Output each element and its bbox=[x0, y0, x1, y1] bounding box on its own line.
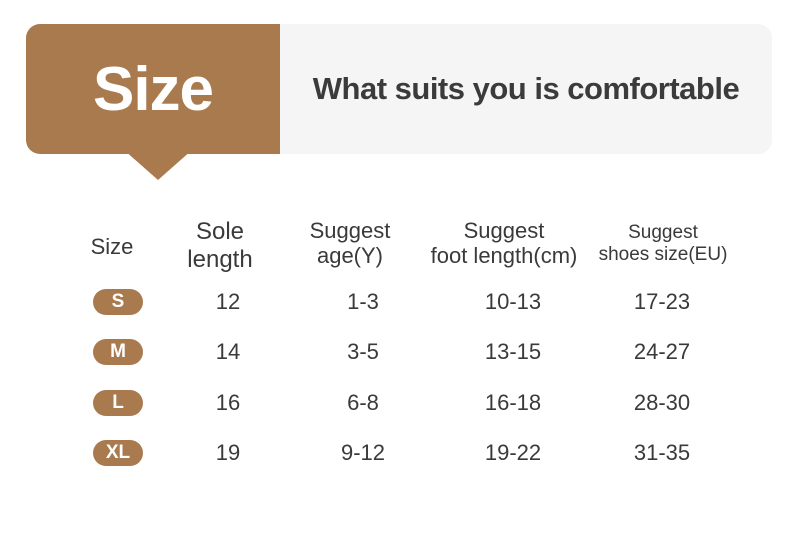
header-size-label: Size bbox=[90, 234, 134, 259]
header-foot-line2: foot length(cm) bbox=[430, 243, 578, 269]
foot-length-cell: 10-13 bbox=[484, 289, 542, 314]
sole-length-cell: 16 bbox=[215, 390, 241, 415]
header-sole-length: Sole length bbox=[170, 218, 270, 273]
banner-title-panel bbox=[26, 24, 280, 154]
size-row-l: L 16 6-8 16-18 28-30 bbox=[0, 386, 800, 420]
age-cell: 3-5 bbox=[347, 339, 379, 364]
shoe-size-cell: 28-30 bbox=[633, 390, 691, 415]
banner-tagline: What suits you is comfortable bbox=[312, 71, 740, 106]
header-suggest-foot-length: Suggest foot length(cm) bbox=[412, 218, 596, 269]
header-shoes-line2: shoes size(EU) bbox=[598, 243, 728, 265]
size-badge: XL bbox=[93, 440, 143, 466]
header-sole-line2: length bbox=[187, 245, 253, 273]
header-suggest-shoe-size: Suggest shoes size(EU) bbox=[588, 222, 738, 266]
age-cell: 9-12 bbox=[340, 440, 386, 465]
size-row-xl: XL 19 9-12 19-22 31-35 bbox=[0, 436, 800, 470]
shoe-size-cell: 31-35 bbox=[633, 440, 691, 465]
size-badge: S bbox=[93, 289, 143, 315]
header-shoes-line1: Suggest bbox=[628, 222, 698, 243]
shoe-size-cell: 24-27 bbox=[633, 339, 691, 364]
size-row-m: M 14 3-5 13-15 24-27 bbox=[0, 335, 800, 369]
banner-pointer bbox=[124, 150, 192, 180]
shoe-size-cell: 17-23 bbox=[633, 289, 691, 314]
age-cell: 1-3 bbox=[347, 289, 379, 314]
size-badge: L bbox=[93, 390, 143, 416]
sole-length-cell: 19 bbox=[215, 440, 241, 465]
header-age-line1: Suggest bbox=[309, 218, 391, 243]
header-age-line2: age(Y) bbox=[316, 243, 384, 269]
header-size: Size bbox=[82, 234, 142, 259]
sole-length-cell: 14 bbox=[215, 339, 241, 364]
header-sole-line1: Sole bbox=[195, 218, 245, 245]
size-badge: M bbox=[93, 339, 143, 365]
header-foot-line1: Suggest bbox=[463, 218, 545, 243]
header-suggest-age: Suggest age(Y) bbox=[298, 218, 402, 269]
banner-title: Size bbox=[92, 54, 214, 124]
age-cell: 6-8 bbox=[347, 390, 379, 415]
size-row-s: S 12 1-3 10-13 17-23 bbox=[0, 285, 800, 319]
header-banner bbox=[26, 24, 772, 154]
foot-length-cell: 16-18 bbox=[484, 390, 542, 415]
foot-length-cell: 19-22 bbox=[484, 440, 542, 465]
sole-length-cell: 12 bbox=[215, 289, 241, 314]
foot-length-cell: 13-15 bbox=[484, 339, 542, 364]
